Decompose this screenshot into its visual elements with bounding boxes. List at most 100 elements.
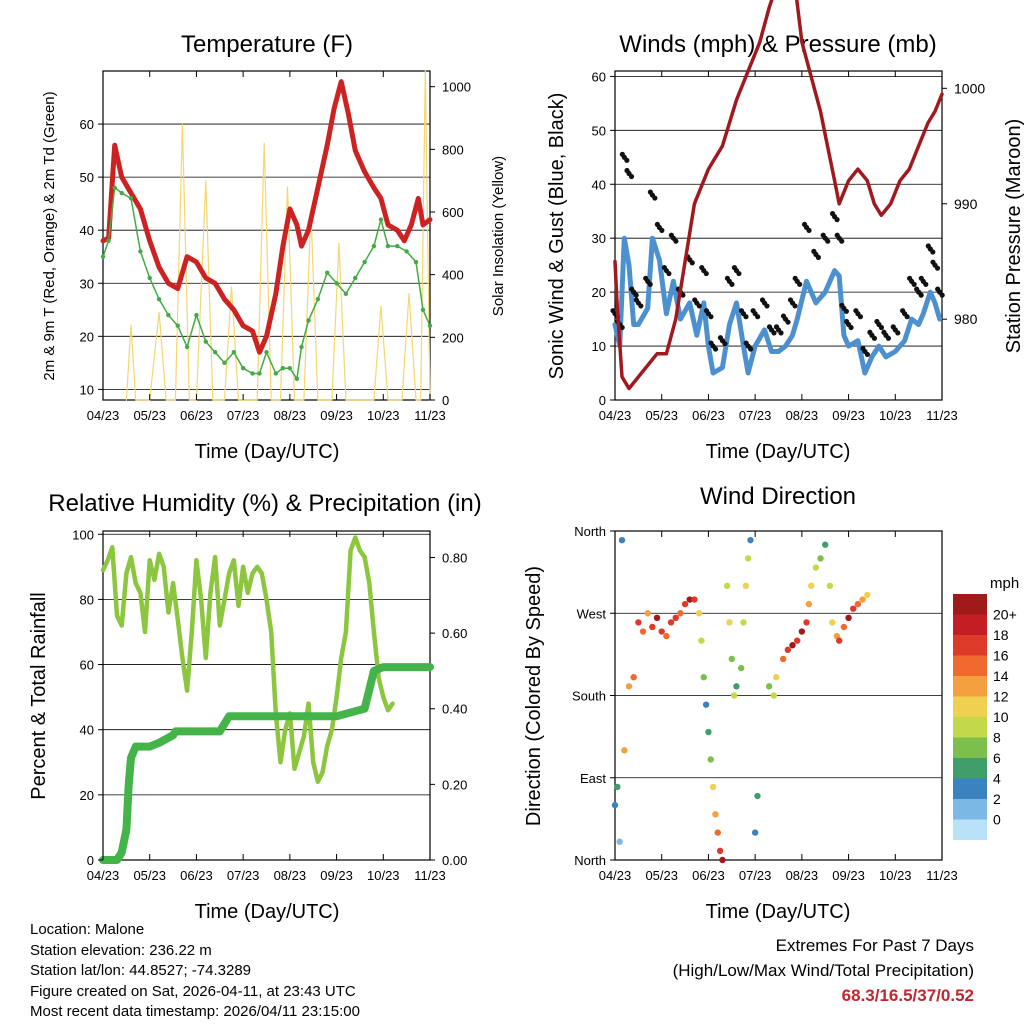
wind-direction-point [714, 829, 721, 836]
wind-direction-point [845, 614, 852, 622]
y-tick-label: 0 [87, 853, 94, 868]
sonic-gust-point [722, 341, 728, 347]
wind-direction-points [611, 536, 871, 864]
x-tick-label: 10/23 [367, 408, 400, 423]
y2-tick-label: 990 [954, 196, 978, 212]
colorbar-label: 2 [993, 791, 1001, 807]
humidity-x-ticks: 04/23 05/23 06/23 07/23 08/23 09/23 10/23 11/23 [87, 531, 446, 883]
sonic-gust-point [853, 308, 859, 314]
x-tick-label: 07/23 [739, 868, 772, 883]
wind-direction-point [621, 747, 628, 754]
x-tick-label: 08/23 [274, 408, 307, 423]
sonic-gust-point [900, 308, 906, 314]
colorbar-label: 18 [993, 627, 1009, 643]
sonic-gust-point [930, 259, 936, 265]
wind-direction-point [742, 582, 749, 590]
x-tick-label: 11/23 [926, 868, 958, 883]
wind-direction-point [793, 637, 801, 644]
sonic-gust-point [811, 248, 817, 254]
sonic-gust-point [624, 157, 630, 163]
sonic-gust-point [867, 329, 873, 335]
x-tick-label: 08/23 [786, 408, 819, 423]
colorbar-swatch [953, 758, 987, 779]
sonic-gust-point [724, 275, 731, 281]
winds-ylabel: Sonic Wind & Gust (Blue, Black) [546, 93, 568, 380]
sonic-gust-point [890, 324, 896, 330]
wind-direction-panel: Wind Direction North East South West North 0… [523, 483, 1019, 923]
wind-direction-point [765, 683, 773, 690]
solar-ylabel: Solar Insolation (Yellow) [490, 156, 507, 316]
wind-direction-point [702, 701, 710, 708]
colorbar-swatch [953, 778, 987, 799]
sonic-gust-point [647, 281, 653, 287]
sonic-gust-point [659, 227, 665, 234]
station-pressure-line [613, 0, 944, 391]
wind-direction-point [730, 692, 738, 699]
sonic-gust-point [771, 330, 777, 336]
sonic-gust-point [736, 270, 742, 277]
wind-direction-point [798, 628, 806, 635]
wind-direction-point [719, 856, 726, 864]
y-tick-label: 100 [72, 527, 94, 542]
y2-tick-label: 0.40 [442, 702, 467, 717]
x-tick-label: 04/23 [87, 868, 120, 883]
x-tick-label: 06/23 [692, 408, 725, 423]
sonic-gust-point [708, 340, 714, 346]
colorbar-label: 16 [993, 647, 1009, 663]
wind-direction-point [716, 847, 724, 855]
x-tick-label: 08/23 [786, 868, 819, 883]
colorbar-swatch [953, 799, 987, 820]
wind-direction-point [611, 801, 619, 809]
wind-direction-point [691, 596, 698, 603]
wind-direction-point [747, 536, 754, 544]
solar-y-ticks: 0 200 400 600 800 1000 [430, 80, 471, 408]
x-tick-label: 07/23 [227, 408, 260, 423]
sonic-gust-point [806, 227, 812, 234]
x-tick-label: 11/23 [414, 408, 446, 423]
sonic-gust-point [918, 275, 924, 281]
wind-direction-point [803, 619, 810, 626]
wind-direction-point [789, 642, 796, 649]
sonic-gust-point [743, 314, 749, 320]
wind-direction-point [625, 683, 633, 690]
wind-direction-point [829, 619, 836, 626]
sonic-gust-point [731, 264, 738, 271]
sonic-gust-point [874, 318, 880, 325]
extremes-box: Extremes For Past 7 Days (High/Low/Max W… [673, 933, 974, 1008]
sonic-gust-point [766, 324, 773, 330]
humidity-title: Relative Humidity (%) & Precipitation (i… [48, 490, 481, 517]
temperature-series [100, 70, 433, 401]
y-tick-label: East [580, 771, 606, 786]
data-timestamp: Most recent data timestamp: 2026/04/11 2… [30, 1003, 360, 1020]
wind-direction-xlabel: Time (Day/UTC) [706, 901, 851, 923]
x-tick-label: 07/23 [739, 408, 772, 423]
y2-tick-label: 1000 [442, 80, 471, 95]
sonic-gust-point [885, 335, 892, 341]
x-tick-label: 06/23 [692, 868, 725, 883]
colorbar-label: 6 [993, 750, 1001, 766]
wind-direction-point [658, 628, 665, 635]
x-tick-label: 07/23 [227, 868, 260, 883]
sonic-gust-point [748, 346, 754, 352]
wind-direction-point [751, 829, 759, 836]
winds-x-ticks: 04/23 05/23 06/23 07/23 08/23 09/23 10/23 11/23 [599, 71, 958, 423]
wind-direction-point [859, 596, 866, 603]
x-tick-label: 04/23 [599, 408, 632, 423]
extremes-title: Extremes For Past 7 Days [775, 936, 974, 955]
sonic-gust-point [904, 314, 910, 320]
sonic-gust-point [843, 308, 850, 314]
humidity-panel: Relative Humidity (%) & Precipitation (i… [28, 490, 482, 923]
sonic-gust-point [619, 324, 625, 331]
temperature-x-ticks: 04/23 05/23 06/23 07/23 08/23 09/23 10/23 11/23 [87, 71, 446, 423]
sonic-gust-point [717, 335, 724, 341]
x-tick-label: 09/23 [832, 408, 865, 423]
sonic-gust-point [871, 335, 878, 341]
x-tick-label: 09/23 [320, 868, 353, 883]
wind-direction-point [618, 536, 626, 544]
wind-direction-point [672, 614, 679, 622]
colorbar-title: mph [990, 575, 1019, 592]
winds-panel: Winds (mph) & Pressure (mb) 0 10 20 30 40 50 6… [546, 0, 1024, 463]
colorbar-swatch [953, 594, 987, 615]
sonic-gust-point [638, 303, 644, 309]
wind-direction-point [784, 646, 792, 654]
